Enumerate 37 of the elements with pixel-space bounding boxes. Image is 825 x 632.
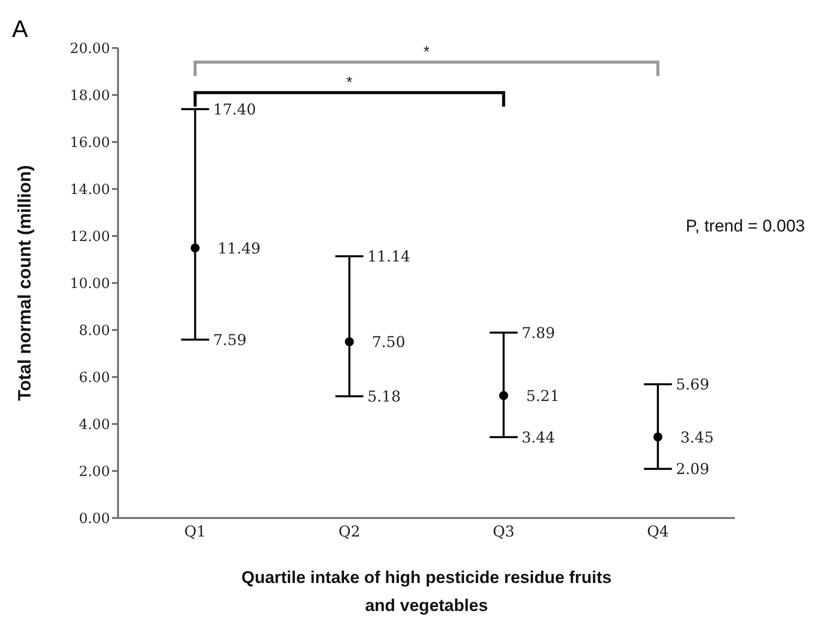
x-axis-title: Quartile intake of high pesticide residue fruits and vegetables (240, 567, 613, 617)
annotation: 3.44 (522, 428, 556, 446)
y-tick-label: 16.00 (70, 134, 110, 151)
annotation: 11.14 (367, 248, 410, 266)
point (653, 432, 662, 442)
annotation: * (346, 74, 352, 92)
annotation: 7.89 (522, 324, 556, 342)
x-tick-label: Q2 (338, 522, 360, 541)
y-tick-label: 14.00 (70, 182, 110, 198)
annotation: 2.09 (676, 460, 710, 478)
y-tick-label: 2.00 (78, 464, 110, 480)
y-tick-label: 20.00 (70, 40, 110, 57)
point (344, 337, 354, 346)
point (190, 243, 200, 252)
y-tick-label: 8.00 (78, 322, 110, 339)
y-axis-title: Total normal count (million) (14, 165, 34, 401)
data-label: 11.49 (218, 239, 261, 258)
y-tick-label: 6.00 (78, 370, 110, 386)
y-tick-label: 10.00 (70, 276, 110, 292)
y-tick-label: 0.00 (78, 510, 110, 527)
y-tick-label: 18.00 (70, 88, 110, 104)
chart-title: A (12, 16, 28, 44)
annotation: 5.69 (676, 376, 710, 394)
data-label: 3.45 (680, 428, 714, 446)
y-tick-label: 12.00 (70, 228, 110, 245)
x-tick-label: Q4 (646, 522, 669, 541)
annotation: * (423, 44, 430, 62)
annotation: 5.18 (367, 388, 401, 406)
data-label: 5.21 (526, 386, 560, 405)
data-label: 7.50 (372, 333, 406, 352)
annotation: 17.40 (213, 100, 256, 118)
y-tick-label: 4.00 (78, 416, 110, 433)
x-tick-label: Q3 (492, 522, 515, 541)
annotation: 7.59 (213, 330, 247, 349)
point (499, 391, 508, 400)
annotation: P, trend = 0.003 (686, 216, 805, 236)
x-tick-label: Q1 (184, 522, 206, 541)
